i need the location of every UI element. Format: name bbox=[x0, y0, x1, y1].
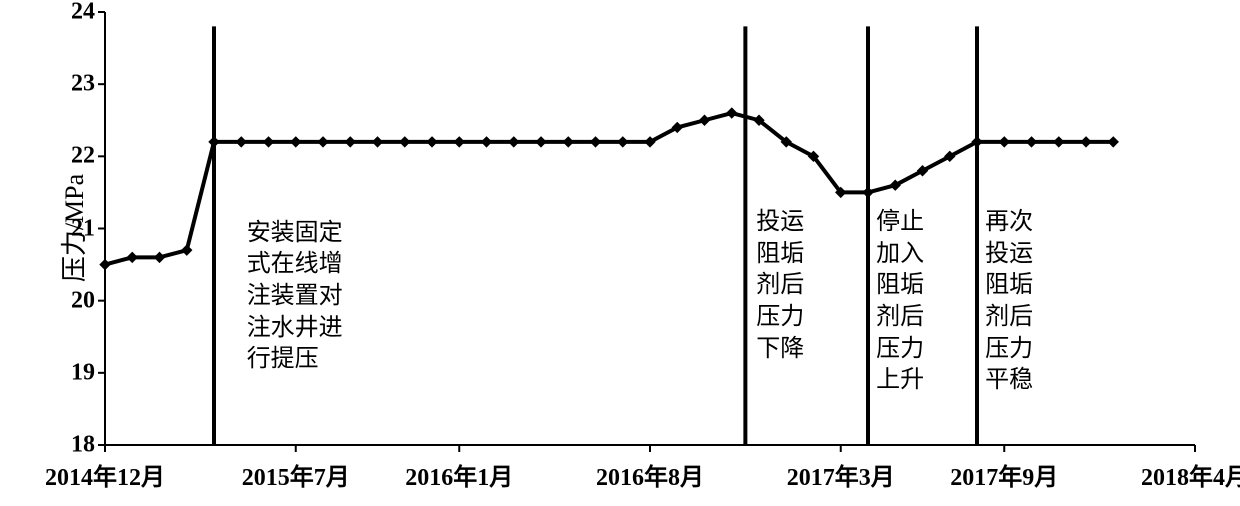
x-tick-label: 2014年12月 bbox=[45, 457, 165, 492]
x-tick-label: 2016年8月 bbox=[596, 457, 704, 492]
annot-1: 安装固定式在线增注装置对注水井进行提压 bbox=[247, 218, 343, 376]
x-tick-label: 2017年3月 bbox=[787, 457, 895, 492]
y-tick-label: 24 bbox=[55, 0, 95, 26]
y-tick-label: 21 bbox=[55, 215, 95, 242]
x-tick-label: 2015年7月 bbox=[242, 457, 350, 492]
y-tick-label: 19 bbox=[55, 359, 95, 386]
x-tick-label: 2018年4月 bbox=[1141, 457, 1240, 492]
y-tick-label: 20 bbox=[55, 287, 95, 314]
y-tick-label: 22 bbox=[55, 143, 95, 170]
annot-3: 停止加入阻垢剂后压力上升 bbox=[876, 207, 924, 397]
chart-container: 压力/MPa 181920212223242014年12月2015年7月2016… bbox=[0, 0, 1240, 506]
y-tick-label: 23 bbox=[55, 71, 95, 98]
chart-svg bbox=[0, 0, 1240, 506]
x-tick-label: 2016年1月 bbox=[405, 457, 513, 492]
annot-2: 投运阻垢剂后压力下降 bbox=[756, 207, 804, 365]
y-tick-label: 18 bbox=[55, 432, 95, 459]
x-tick-label: 2017年9月 bbox=[950, 457, 1058, 492]
annot-4: 再次投运阻垢剂后压力平稳 bbox=[985, 207, 1033, 397]
